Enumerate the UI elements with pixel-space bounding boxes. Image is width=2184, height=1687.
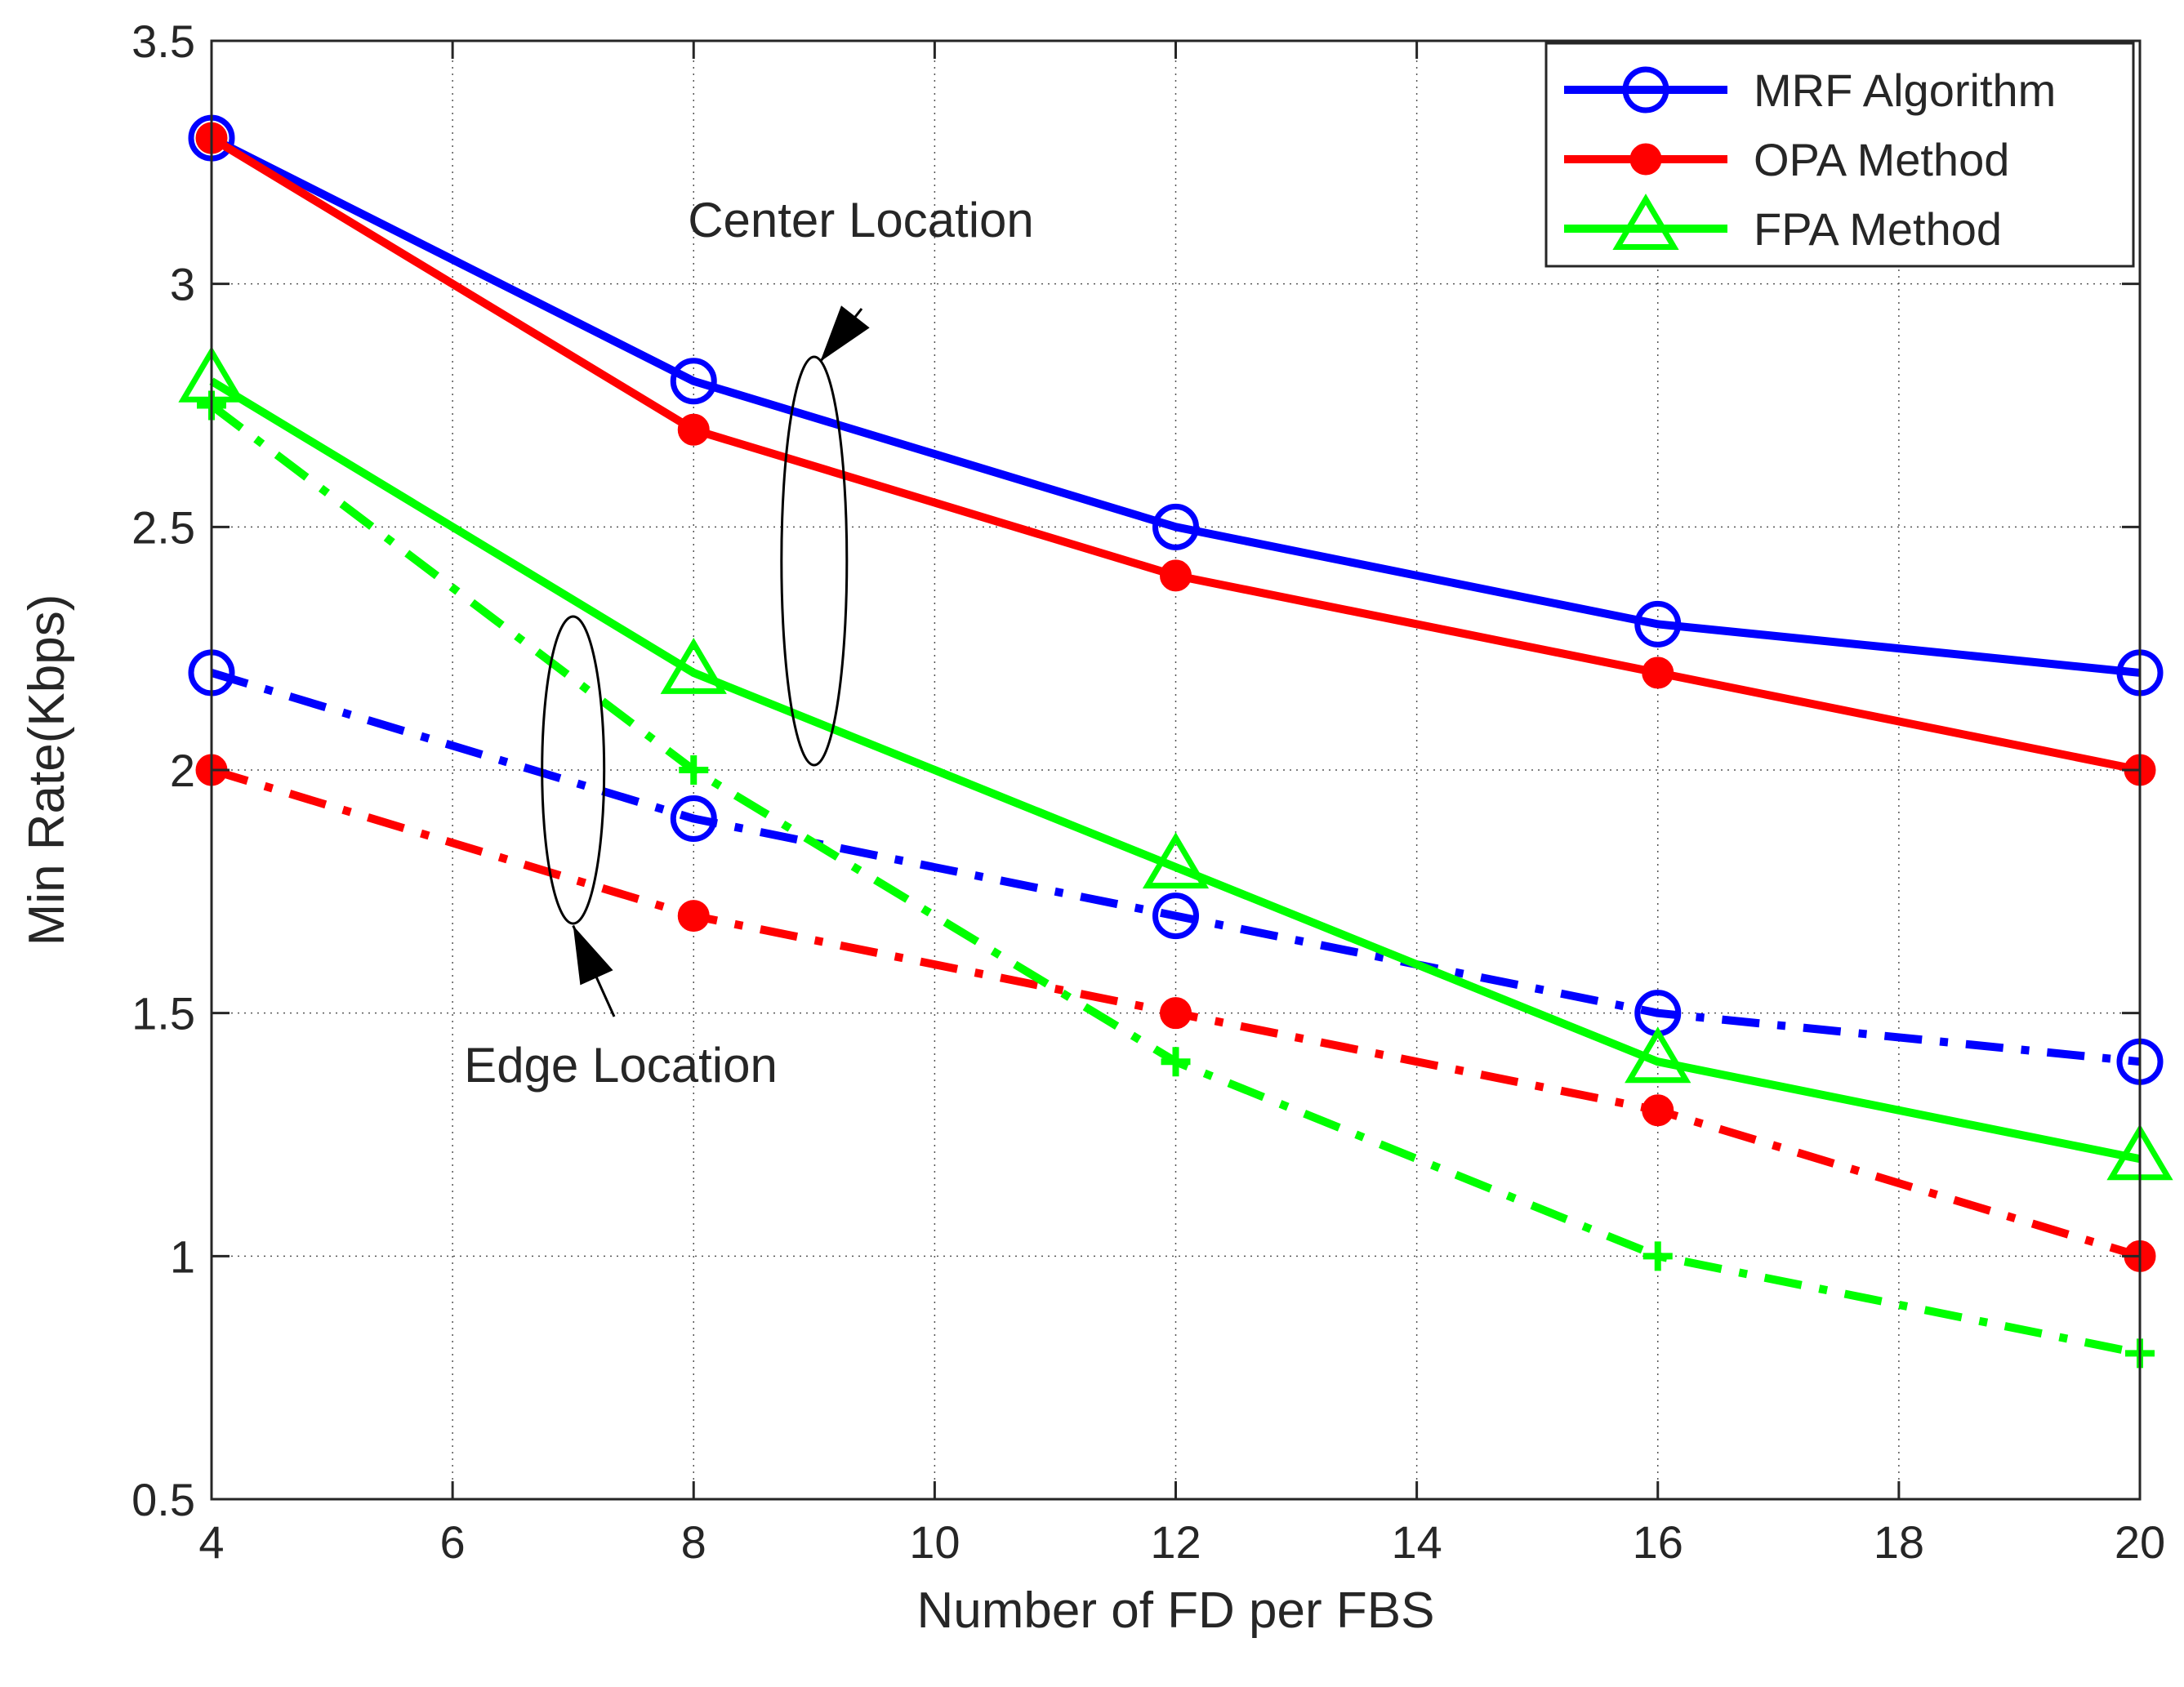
data-point — [679, 755, 709, 785]
annotation-center: Center Location — [688, 193, 1034, 767]
y-tick-label: 2.5 — [131, 501, 195, 553]
legend-marker — [1612, 194, 1679, 250]
y-tick-label: 3.5 — [131, 16, 195, 67]
x-tick-label: 6 — [440, 1516, 466, 1568]
series-line — [209, 134, 2141, 677]
legend-label: OPA Method — [1754, 134, 2009, 185]
y-tick-label: 3 — [170, 259, 195, 310]
data-point — [1160, 559, 1192, 592]
data-point — [677, 413, 710, 446]
legend-item: OPA Method — [1564, 134, 2009, 185]
y-axis-label: Min Rate(Kbps) — [19, 594, 75, 946]
data-point — [677, 900, 710, 933]
series-line — [209, 377, 2141, 1164]
annotations: Center Location Edge Location — [464, 193, 1034, 1093]
data-point — [670, 358, 717, 405]
x-tick-label: 10 — [909, 1516, 960, 1568]
annotation-ellipse — [780, 355, 849, 767]
legend-label: MRF Algorithm — [1754, 65, 2056, 116]
legend-item: FPA Method — [1564, 194, 2002, 255]
y-tick-label: 1 — [170, 1231, 195, 1282]
series-line — [210, 669, 2141, 1066]
data-point — [1142, 832, 1210, 889]
data-point — [1152, 503, 1199, 550]
legend-label: FPA Method — [1754, 203, 2002, 255]
data-point — [1642, 1094, 1674, 1127]
x-tick-label: 8 — [681, 1516, 706, 1568]
annotation-label: Center Location — [688, 193, 1034, 247]
data-point — [670, 795, 717, 843]
x-axis-label: Number of FD per FBS — [917, 1582, 1435, 1639]
data-point — [1161, 1047, 1191, 1077]
annotation-label: Edge Location — [464, 1038, 778, 1093]
data-point — [1634, 600, 1682, 648]
y-tick-label: 1.5 — [131, 988, 195, 1039]
annotation-edge: Edge Location — [464, 615, 778, 1093]
x-tick-label: 14 — [1391, 1516, 1442, 1568]
data-point — [1160, 997, 1192, 1030]
x-tick-label: 12 — [1150, 1516, 1201, 1568]
axis-ticks: 4 6 8 10 12 14 16 18 20 0.5 1 1.5 2 2.5 3 3.5 — [131, 16, 2165, 1568]
legend-item: MRF Algorithm — [1564, 65, 2056, 116]
series-layer — [178, 114, 2173, 1369]
arrow-head — [820, 305, 870, 362]
annotation-ellipse — [541, 615, 606, 925]
x-tick-label: 4 — [198, 1516, 224, 1568]
data-point — [1642, 657, 1674, 689]
legend-marker — [1622, 66, 1669, 114]
y-tick-label: 2 — [170, 745, 195, 796]
arrow-head — [573, 925, 613, 986]
data-point — [660, 638, 727, 694]
x-tick-label: 16 — [1633, 1516, 1683, 1568]
y-tick-label: 0.5 — [131, 1474, 195, 1525]
x-tick-label: 20 — [2115, 1516, 2165, 1568]
legend-marker — [1629, 143, 1662, 176]
data-point — [1625, 1026, 1691, 1084]
legend: MRF Algorithm OPA Method FPA Method — [1544, 42, 2135, 268]
data-point — [1642, 1241, 1673, 1271]
data-point — [1152, 892, 1199, 940]
x-tick-label: 18 — [1874, 1516, 1924, 1568]
